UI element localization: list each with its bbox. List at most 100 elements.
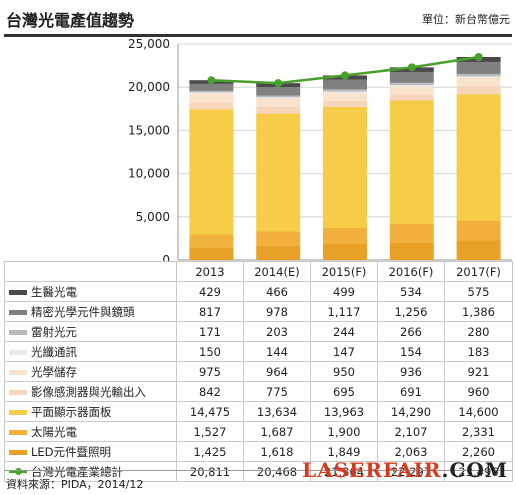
- bar-segment: [456, 240, 501, 260]
- table-row: LED元件暨照明 1,425 1,618 1,849 2,063 2,260: [4, 441, 513, 462]
- y-tick-label: 25,000: [128, 37, 170, 51]
- data-label: 22,297: [377, 461, 445, 482]
- bar-segment: [256, 97, 301, 99]
- legend-entry: 太陽光電: [4, 421, 177, 442]
- total-point: [407, 63, 416, 72]
- bar-segment: [323, 89, 367, 92]
- data-label: 203: [243, 321, 311, 342]
- bar-segment: [323, 106, 367, 228]
- bar-segment: [323, 92, 367, 101]
- bar-segment: [389, 223, 434, 243]
- bar-segment: [389, 100, 434, 224]
- table-corner: [4, 261, 177, 282]
- bar-segment: [389, 85, 434, 87]
- data-label: 20,811: [176, 461, 244, 482]
- legend-label: 光學儲存: [31, 364, 77, 379]
- table-row: 光學儲存 975 964 950 936 921: [4, 361, 513, 382]
- bar-segment: [256, 98, 301, 107]
- data-label: 964: [243, 361, 311, 382]
- data-label: 817: [176, 301, 244, 322]
- bar-segment: [456, 73, 501, 77]
- bar-segment: [189, 234, 234, 248]
- data-label: 13,963: [310, 401, 378, 422]
- legend-entry: 平面顯示器面板: [4, 401, 177, 422]
- legend-label: 太陽光電: [31, 424, 77, 439]
- bar-segment: [456, 77, 501, 86]
- legend-swatch: [9, 369, 27, 375]
- data-label: 1,256: [377, 301, 445, 322]
- table-row: 影像感測器與光輸出入 842 775 695 691 960: [4, 381, 513, 402]
- total-point: [274, 79, 283, 88]
- total-point: [474, 52, 483, 61]
- data-label: 691: [377, 381, 445, 402]
- data-label: 21,364: [310, 461, 378, 482]
- legend-swatch: [9, 329, 27, 335]
- table-row: 台灣光電產業總計 20,811 20,468 21,364 22,297 23,496: [4, 461, 513, 482]
- unit-label: 單位：新台幣億元: [422, 13, 510, 26]
- data-label: 499: [310, 281, 378, 302]
- table-row: 生醫光電 429 466 499 534 575: [4, 281, 513, 302]
- bar-segment: [456, 85, 501, 95]
- y-tick-label: 5,000: [136, 210, 170, 224]
- data-label: 147: [310, 341, 378, 362]
- footer-rule: [4, 470, 512, 471]
- y-tick-label: 10,000: [128, 167, 170, 181]
- bar-segment: [389, 71, 434, 83]
- table-header-row: 2013 2014(E) 2015(F) 2016(F) 2017(F): [4, 261, 513, 282]
- bar-segment: [256, 113, 301, 232]
- bar-segment: [189, 109, 234, 235]
- data-label: 534: [377, 281, 445, 302]
- data-label: 1,425: [176, 441, 244, 462]
- data-table-grid: 2013 2014(E) 2015(F) 2016(F) 2017(F) 生醫光電 429 4…: [4, 261, 513, 482]
- data-label: 23,496: [444, 461, 513, 482]
- legend-swatch: [9, 289, 27, 295]
- data-label: 266: [377, 321, 445, 342]
- data-label: 14,290: [377, 401, 445, 422]
- table-row: 太陽光電 1,527 1,687 1,900 2,107 2,331: [4, 421, 513, 442]
- legend-label: 平面顯示器面板: [31, 404, 112, 419]
- legend-label: 台灣光電產業總計: [31, 464, 123, 479]
- data-label: 1,117: [310, 301, 378, 322]
- data-label: 280: [444, 321, 513, 342]
- data-label: 2,331: [444, 421, 513, 442]
- bar-segment: [189, 90, 234, 93]
- data-label: 1,687: [243, 421, 311, 442]
- data-label: 975: [176, 361, 244, 382]
- table-row: 光纖通訊 150 144 147 154 183: [4, 341, 513, 362]
- bar-segment: [323, 79, 367, 90]
- y-tick-label: 0: [162, 253, 170, 262]
- bar-segment: [256, 87, 301, 96]
- legend-swatch: [9, 389, 27, 395]
- legend-entry: 生醫光電: [4, 281, 177, 302]
- legend-label: 光纖通訊: [31, 344, 77, 359]
- data-label: 2,107: [377, 421, 445, 442]
- bar-segment: [189, 247, 234, 260]
- bar-segment: [456, 76, 501, 78]
- source-note: 資料來源：PIDA，2014/12: [6, 478, 144, 491]
- bar-segment: [389, 242, 434, 260]
- watermark-suffix: .COM: [441, 458, 508, 482]
- data-label: 171: [176, 321, 244, 342]
- table-row: 雷射光元 171 203 244 266 280: [4, 321, 513, 342]
- bar-segment: [189, 102, 234, 110]
- data-label: 150: [176, 341, 244, 362]
- legend-swatch: [9, 468, 27, 475]
- legend-entry: 精密光學元件與鏡頭: [4, 301, 177, 322]
- data-label: 842: [176, 381, 244, 402]
- bar-segment: [323, 244, 367, 260]
- data-label: 183: [444, 341, 513, 362]
- data-label: 936: [377, 361, 445, 382]
- header-rule: [4, 34, 512, 37]
- legend-entry: LED元件暨照明: [4, 441, 177, 462]
- x-tick-label: 2013: [176, 261, 244, 282]
- legend-swatch: [9, 409, 27, 415]
- data-label: 950: [310, 361, 378, 382]
- bar-segment: [389, 86, 434, 95]
- data-label: 2,260: [444, 441, 513, 462]
- legend-entry: 光學儲存: [4, 361, 177, 382]
- bar-segment: [189, 83, 234, 91]
- bar-segment: [456, 220, 501, 241]
- data-label: 154: [377, 341, 445, 362]
- bar-segment: [189, 93, 234, 103]
- data-label: 695: [310, 381, 378, 402]
